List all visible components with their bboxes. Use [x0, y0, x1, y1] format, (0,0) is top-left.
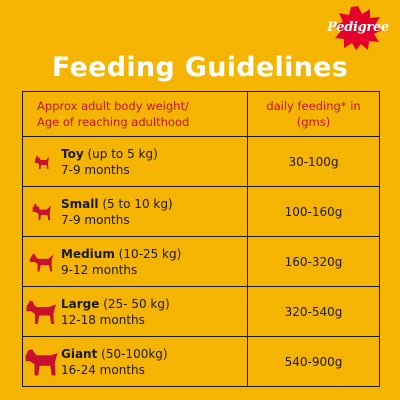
row-size: Small [61, 196, 99, 211]
header-right-line2: (gms) [296, 115, 331, 129]
row-weight: (25- 50 kg) [103, 296, 170, 311]
row-age: 7-9 months [61, 212, 130, 227]
page-title: Feeding Guidelines [51, 52, 349, 83]
row-amount: 100-160g [247, 186, 380, 237]
header-weight-age: Approx adult body weight/ Age of reachin… [22, 91, 248, 137]
row-amount: 540-900g [247, 336, 380, 387]
row-size: Giant [61, 346, 98, 361]
header-daily-feeding: daily feeding* in (gms) [247, 91, 380, 137]
row-weight: (50-100kg) [101, 346, 168, 361]
row-age: 7-9 months [61, 162, 130, 177]
header-left-line2: Age of reaching adulthood [37, 115, 190, 129]
medium-dog-icon [29, 253, 54, 272]
row-size: Toy [61, 146, 84, 161]
table-row: Medium (10-25 kg) 9-12 months 160-320g [22, 236, 380, 287]
logo-burst-icon [334, 6, 382, 50]
table-row: Giant (50-100kg) 16-24 months 540-900g [22, 336, 380, 387]
pedigree-logo: Pedigree [322, 6, 394, 50]
logo-text: Pedigree [327, 20, 389, 35]
row-age: 12-18 months [61, 312, 145, 327]
row-weight: (10-25 kg) [118, 246, 182, 261]
large-dog-icon [26, 300, 57, 324]
table-header-row: Approx adult body weight/ Age of reachin… [22, 91, 380, 137]
toy-dog-icon [35, 154, 49, 169]
row-age: 16-24 months [61, 362, 145, 377]
feeding-table: Approx adult body weight/ Age of reachin… [22, 91, 380, 387]
table-row: Toy (up to 5 kg) 7-9 months 30-100g [22, 136, 380, 187]
row-weight: (up to 5 kg) [87, 146, 158, 161]
row-age: 9-12 months [61, 262, 138, 277]
row-size: Medium [61, 246, 115, 261]
row-size: Large [61, 296, 100, 311]
row-amount: 30-100g [247, 136, 380, 187]
row-amount: 320-540g [247, 286, 380, 337]
giant-dog-icon [25, 348, 58, 375]
header-left-line1: Approx adult body weight/ [37, 99, 189, 113]
header-right-line1: daily feeding* in [266, 99, 361, 113]
row-weight: (5 to 10 kg) [102, 196, 173, 211]
row-amount: 160-320g [247, 236, 380, 287]
table-row: Large (25- 50 kg) 12-18 months 320-540g [22, 286, 380, 337]
table-row: Small (5 to 10 kg) 7-9 months 100-160g [22, 186, 380, 237]
small-dog-icon [32, 202, 51, 220]
